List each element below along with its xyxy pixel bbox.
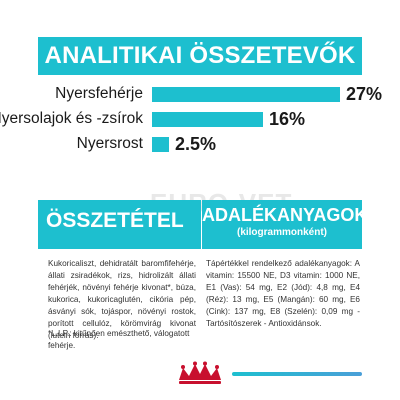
additives-title: ADALÉKANYAGOK — [202, 205, 368, 225]
analytics-value: 16% — [269, 109, 306, 129]
analytics-header: ANALITIKAI ÖSSZETEVŐK — [38, 37, 362, 75]
analytics-label: Nyersfehérje — [55, 85, 143, 102]
analytics-label: Nyersolajok és -zsírok — [0, 110, 143, 127]
analytics-title: ANALITIKAI ÖSSZETEVŐK — [44, 42, 356, 69]
analytics-bar-protein — [152, 87, 340, 102]
royal-canin-crown-logo-icon — [179, 361, 221, 384]
composition-text: Kukoricaliszt, dehidratált baromfifehérj… — [48, 259, 196, 340]
additives-text: Tápértékkel rendelkező adalékanyagok: A … — [206, 259, 360, 328]
composition-title-box: ÖSSZETÉTEL — [38, 200, 201, 249]
analytics-label: Nyersrost — [76, 135, 143, 152]
analytics-row-fibre: Nyersrost 2.5% — [0, 134, 400, 154]
analytics-value: 2.5% — [175, 134, 217, 154]
composition-title: ÖSSZETÉTEL — [46, 209, 184, 232]
analytics-row-fat: Nyersolajok és -zsírok 16% — [0, 109, 400, 129]
analytics-bar-fat — [152, 112, 263, 127]
analytics-bar-fibre — [152, 137, 169, 152]
additives-subtitle: (kilogrammonként) — [236, 227, 327, 238]
composition-footnote: *L.I.P.: kitűnően emészthető, válogatott… — [48, 329, 190, 350]
analytics-row-protein: Nyersfehérje 27% — [0, 84, 400, 104]
analytics-value: 27% — [346, 84, 383, 104]
footer-accent-line — [232, 372, 362, 376]
additives-title-box: ADALÉKANYAGOK (kilogrammonként) — [202, 200, 368, 249]
